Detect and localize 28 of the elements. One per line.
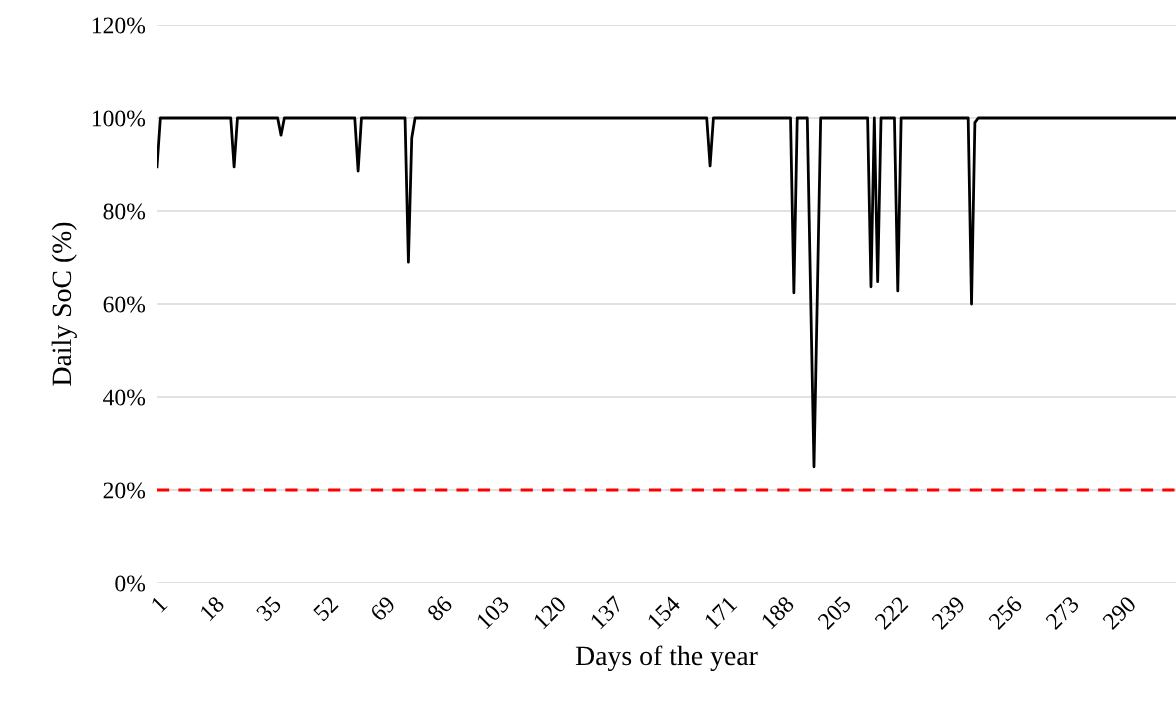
y-tick-label: 40% (103, 389, 146, 406)
x-tick-label: 86 (426, 595, 454, 622)
line-series (157, 116, 1176, 469)
x-tick-label: 137 (589, 595, 625, 630)
y-tick-label: 120% (92, 17, 146, 34)
x-tick-label: 35 (255, 595, 283, 622)
x-tick-label: 69 (369, 595, 396, 622)
x-tick-label: 103 (475, 595, 510, 630)
x-tick-label: 1 (150, 595, 168, 613)
y-tick-label: 100% (92, 110, 146, 127)
x-axis-title: Days of the year (575, 645, 758, 671)
x-tick-label: 205 (816, 595, 852, 631)
x-tick-label: 188 (760, 595, 795, 630)
x-tick-label: 154 (646, 594, 682, 630)
x-tick-label: 18 (199, 595, 226, 622)
x-tick-label: 222 (874, 595, 909, 631)
x-tick-label: 290 (1101, 595, 1137, 631)
y-tick-label: 20% (103, 482, 146, 499)
x-tick-label: 256 (987, 595, 1023, 631)
x-tick-label: 239 (930, 595, 966, 631)
x-tick-label: 273 (1044, 595, 1080, 631)
y-tick-label: 80% (103, 203, 146, 220)
x-tick-label: 171 (703, 595, 738, 630)
y-axis-title: Daily SoC (%) (51, 222, 77, 386)
y-tick-label: 0% (115, 575, 146, 592)
x-tick-label: 120 (532, 595, 567, 630)
x-tick-label: 52 (312, 595, 339, 622)
y-tick-label: 60% (103, 296, 146, 313)
